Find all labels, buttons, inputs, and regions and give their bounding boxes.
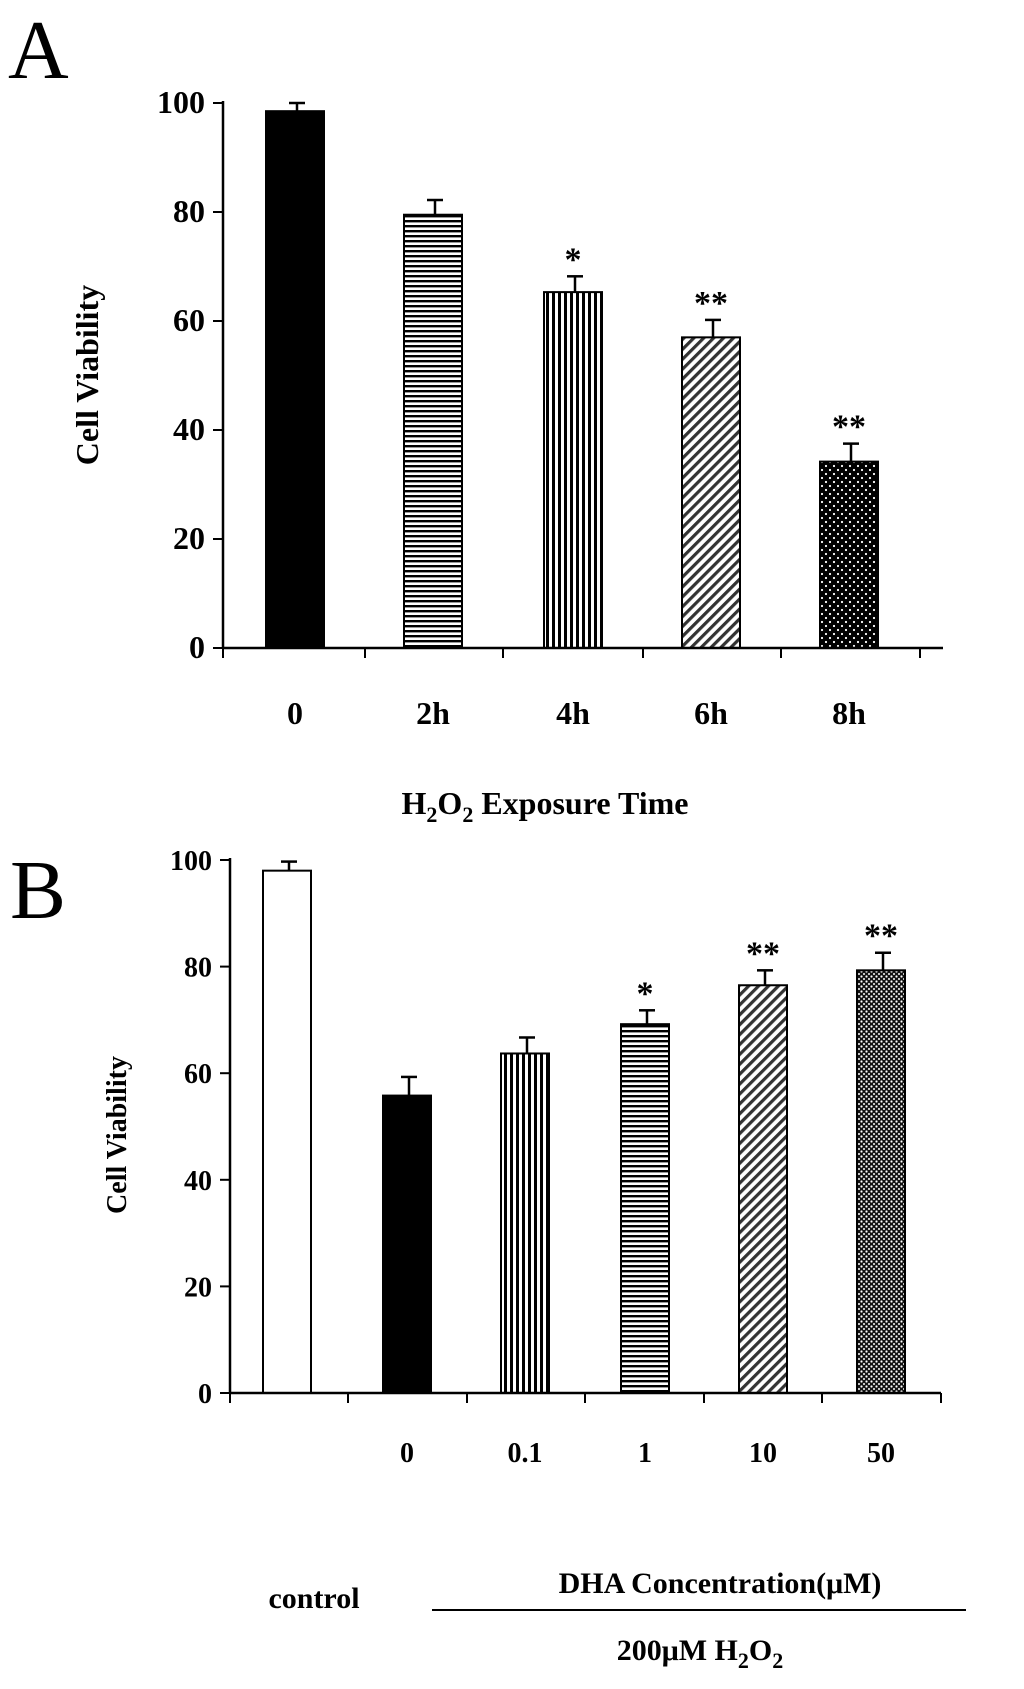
a-category-label: 2h: [416, 695, 450, 731]
a-significance-marker: *: [565, 241, 582, 278]
a-category-label: 8h: [832, 695, 866, 731]
a-y-tick-label: 60: [173, 302, 205, 338]
b-y-tick-label: 100: [170, 846, 212, 877]
b-bar: [500, 1052, 550, 1394]
b-y-tick-label: 20: [184, 1272, 212, 1303]
a-y-tick-label: 40: [173, 411, 205, 447]
a-significance-marker: **: [832, 409, 866, 446]
b-bar: [620, 1023, 670, 1394]
b-category-label: 0.1: [508, 1438, 543, 1469]
b-significance-marker: **: [746, 935, 780, 972]
a-category-label: 0: [287, 695, 303, 731]
a-significance-marker: **: [694, 285, 728, 322]
panel-b-y-axis-title: Cell Viability: [102, 1056, 133, 1214]
panel-a-x-axis-title: H2O2 Exposure Time: [402, 785, 689, 827]
a-y-tick-label: 20: [173, 520, 205, 556]
a-bar: [819, 460, 879, 649]
a-y-tick-label: 100: [157, 84, 205, 120]
b-y-tick-label: 60: [184, 1059, 212, 1090]
panel-a-axes: [221, 101, 943, 658]
a-bar: [265, 110, 325, 650]
b-category-label: 1: [638, 1438, 652, 1469]
panel-b-control-label: control: [268, 1582, 359, 1615]
panel-b-letter: B: [10, 844, 66, 937]
panel-b-bars: *** **: [262, 860, 906, 1395]
b-bar: [856, 969, 906, 1394]
panel-a-bars: *****: [265, 101, 879, 650]
a-category-label: 4h: [556, 695, 590, 731]
b-bar: [382, 1094, 432, 1395]
a-bar: [543, 291, 603, 649]
b-significance-marker: *: [637, 975, 654, 1012]
panel-a-letter: A: [8, 4, 69, 97]
a-bar: [403, 213, 463, 649]
b-bar: [738, 984, 788, 1394]
b-category-label: 50: [867, 1438, 895, 1469]
b-y-tick-label: 0: [198, 1379, 212, 1410]
panel-b-category-labels: 0 0.1 1 10 50: [400, 1438, 895, 1469]
panel-b-dha-label: DHA Concentration(μM): [559, 1567, 882, 1600]
a-y-tick-label: 80: [173, 193, 205, 229]
b-significance-marker: **: [864, 918, 898, 955]
panel-a-category-labels: 0 2h 4h 6h 8h: [287, 695, 866, 731]
a-bar: [681, 336, 741, 649]
panel-a-y-axis-title: Cell Viability: [69, 285, 105, 465]
b-y-tick-label: 40: [184, 1166, 212, 1197]
panel-a-y-ticks: 0 20 40 60 80 100: [157, 84, 223, 665]
panel-b-y-ticks: 0 20 40 60 80 100: [170, 846, 230, 1410]
b-y-tick-label: 80: [184, 953, 212, 984]
b-category-label: 0: [400, 1438, 414, 1469]
panel-b-treatment-label: 200μM H2O2: [617, 1634, 784, 1673]
b-category-label: 10: [749, 1438, 777, 1469]
panel-b-axes: [228, 858, 942, 1403]
b-bar: [262, 869, 312, 1394]
a-category-label: 6h: [694, 695, 728, 731]
a-y-tick-label: 0: [189, 629, 205, 665]
